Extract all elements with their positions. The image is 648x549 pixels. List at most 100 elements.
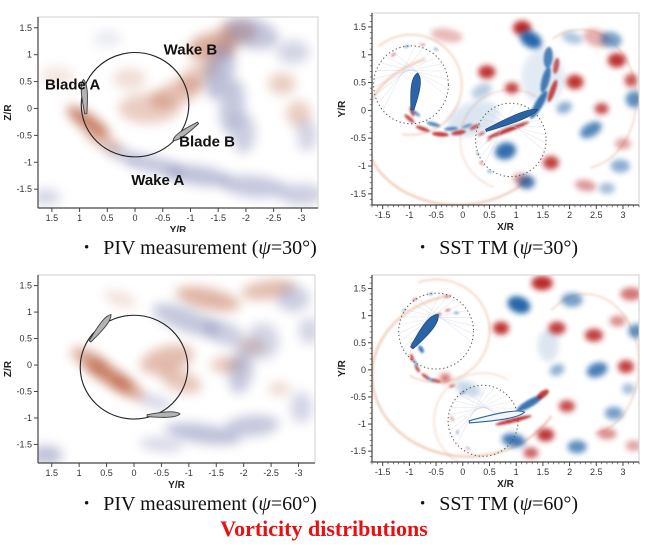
caption-angle: =30°) xyxy=(532,236,579,259)
caption-angle: =60°) xyxy=(532,492,579,515)
caption-piv-60: • PIV measurement (ψ =60°) xyxy=(0,489,408,519)
svg-text:0: 0 xyxy=(131,468,136,478)
svg-text:-1: -1 xyxy=(405,210,413,220)
psi-symbol: ψ xyxy=(258,236,271,259)
caption-sst-30: • SST TM (ψ =30°) xyxy=(324,233,648,263)
caption-text: SST TM ( xyxy=(439,236,520,259)
svg-text:-1.5: -1.5 xyxy=(375,210,391,220)
caption-text: PIV measurement ( xyxy=(103,492,259,515)
svg-text:1: 1 xyxy=(361,311,366,321)
panel-piv-30: Wake B Blade A Blade B Wake A 1.5 1 0.5 0 -0.5 -1… xyxy=(0,0,324,237)
svg-text:1.5: 1.5 xyxy=(537,467,550,477)
svg-text:1.5: 1.5 xyxy=(19,281,32,291)
svg-text:0.5: 0.5 xyxy=(483,210,496,220)
svg-text:1.5: 1.5 xyxy=(537,210,550,220)
caption-bullet: • xyxy=(420,495,426,512)
svg-text:1.5: 1.5 xyxy=(45,468,58,478)
svg-text:2: 2 xyxy=(567,467,572,477)
svg-text:Blade A: Blade A xyxy=(45,77,100,94)
svg-text:0: 0 xyxy=(460,210,465,220)
caption-angle: =30°) xyxy=(270,236,317,259)
svg-text:-1.5: -1.5 xyxy=(16,184,32,194)
svg-text:-1.5: -1.5 xyxy=(16,439,32,449)
svg-text:Z/R: Z/R xyxy=(3,104,14,121)
svg-text:Wake B: Wake B xyxy=(164,42,218,59)
svg-text:-1: -1 xyxy=(358,419,366,429)
svg-text:Y/R: Y/R xyxy=(337,359,348,376)
svg-text:Wake A: Wake A xyxy=(131,172,184,189)
panel-sst-60: -1.5 -1 -0.5 0 0.5 1 1.5 2 2.5 3 1.5 1 0.5 0 -0.5 -1 -1.… xyxy=(324,262,648,497)
psi-symbol: ψ xyxy=(258,492,271,515)
svg-text:X/R: X/R xyxy=(497,479,514,490)
svg-text:0: 0 xyxy=(460,467,465,477)
svg-text:-1.5: -1.5 xyxy=(209,468,225,478)
panel-sst-30: -1.5 -1 -0.5 0 0.5 1 1.5 2 2.5 3 1.5 1 0.5 0 -0.5 -1 -1.… xyxy=(324,0,648,237)
svg-text:-0.5: -0.5 xyxy=(16,387,32,397)
caption-bullet: • xyxy=(84,239,90,256)
svg-text:0: 0 xyxy=(133,213,138,223)
psi-symbol: ψ xyxy=(519,492,533,515)
caption-bullet: • xyxy=(420,239,426,256)
svg-text:0.5: 0.5 xyxy=(483,467,496,477)
piv-60-plot: 1.5 1 0.5 0 -0.5 -1 -1.5 -2 -2.5 -3 1.5 1 0.5 0 -0.5 -1… xyxy=(3,274,316,491)
svg-text:1: 1 xyxy=(27,307,32,317)
svg-text:-1.5: -1.5 xyxy=(210,213,226,223)
caption-text: SST TM ( xyxy=(439,492,520,515)
svg-text:-0.5: -0.5 xyxy=(350,392,366,402)
caption-text: PIV measurement ( xyxy=(103,236,259,259)
svg-text:1.5: 1.5 xyxy=(46,213,59,223)
svg-text:0.5: 0.5 xyxy=(100,468,113,478)
svg-text:-0.5: -0.5 xyxy=(154,468,170,478)
svg-text:0.5: 0.5 xyxy=(353,78,366,88)
svg-text:1: 1 xyxy=(77,468,82,478)
svg-text:1.5: 1.5 xyxy=(353,284,366,294)
svg-text:-0.5: -0.5 xyxy=(16,130,32,140)
sst-30-plot: -1.5 -1 -0.5 0 0.5 1 1.5 2 2.5 3 1.5 1 0.5 0 -0.5 -1 -1.… xyxy=(337,12,640,233)
svg-text:-2.5: -2.5 xyxy=(263,468,279,478)
svg-text:-2.5: -2.5 xyxy=(266,213,282,223)
svg-text:-3: -3 xyxy=(297,213,305,223)
svg-text:-2: -2 xyxy=(242,213,250,223)
svg-text:-0.5: -0.5 xyxy=(155,213,171,223)
sst-60-plot: -1.5 -1 -0.5 0 0.5 1 1.5 2 2.5 3 1.5 1 0.5 0 -0.5 -1 -1.… xyxy=(337,274,640,490)
svg-text:1: 1 xyxy=(514,210,519,220)
caption-sst-60: • SST TM (ψ =60°) xyxy=(324,489,648,519)
svg-text:0: 0 xyxy=(361,105,366,115)
svg-text:-0.5: -0.5 xyxy=(428,467,444,477)
panel-piv-60: 1.5 1 0.5 0 -0.5 -1 -1.5 -2 -2.5 -3 1.5 1 0.5 0 -0.5 -1… xyxy=(0,262,324,497)
svg-text:X/R: X/R xyxy=(497,222,514,232)
svg-text:Y/R: Y/R xyxy=(337,100,348,117)
svg-text:-1: -1 xyxy=(358,161,366,171)
svg-text:-1.5: -1.5 xyxy=(350,446,366,456)
svg-text:1.5: 1.5 xyxy=(19,23,32,33)
svg-text:0.5: 0.5 xyxy=(101,213,114,223)
svg-text:2.5: 2.5 xyxy=(590,467,603,477)
svg-text:-1: -1 xyxy=(185,468,193,478)
caption-piv-30: • PIV measurement (ψ =30°) xyxy=(0,233,408,263)
svg-text:Blade B: Blade B xyxy=(179,134,235,151)
svg-text:1: 1 xyxy=(27,50,32,60)
svg-text:1: 1 xyxy=(77,213,82,223)
svg-text:-3: -3 xyxy=(295,468,303,478)
svg-text:1: 1 xyxy=(361,50,366,60)
svg-text:2: 2 xyxy=(567,210,572,220)
svg-text:2.5: 2.5 xyxy=(590,210,603,220)
svg-text:0.5: 0.5 xyxy=(19,77,32,87)
svg-text:1: 1 xyxy=(514,467,519,477)
svg-text:Y/R: Y/R xyxy=(168,480,185,491)
svg-text:-1.5: -1.5 xyxy=(375,467,391,477)
svg-text:-1: -1 xyxy=(405,467,413,477)
svg-text:1.5: 1.5 xyxy=(353,22,366,32)
svg-text:-0.5: -0.5 xyxy=(350,133,366,143)
figure-title: Vorticity distributions xyxy=(220,516,428,541)
svg-text:0: 0 xyxy=(361,365,366,375)
svg-text:0.5: 0.5 xyxy=(19,334,32,344)
svg-text:-1: -1 xyxy=(24,157,32,167)
svg-text:3: 3 xyxy=(620,210,625,220)
svg-text:0: 0 xyxy=(27,360,32,370)
svg-text:-1: -1 xyxy=(24,413,32,423)
caption-angle: =60°) xyxy=(270,492,317,515)
svg-text:-1.5: -1.5 xyxy=(350,189,366,199)
svg-text:Y/R: Y/R xyxy=(170,225,187,232)
